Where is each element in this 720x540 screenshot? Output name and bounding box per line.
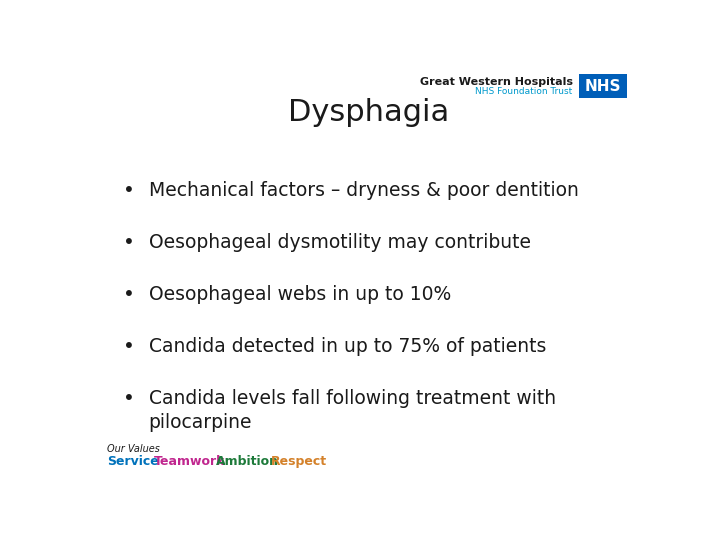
Text: Candida levels fall following treatment with
pilocarpine: Candida levels fall following treatment …	[148, 389, 556, 433]
Text: Oesophageal webs in up to 10%: Oesophageal webs in up to 10%	[148, 285, 451, 304]
Text: Our Values: Our Values	[107, 444, 160, 455]
FancyBboxPatch shape	[580, 74, 627, 98]
Text: Candida detected in up to 75% of patients: Candida detected in up to 75% of patient…	[148, 337, 546, 356]
Text: Oesophageal dysmotility may contribute: Oesophageal dysmotility may contribute	[148, 233, 531, 252]
Text: Mechanical factors – dryness & poor dentition: Mechanical factors – dryness & poor dent…	[148, 181, 578, 200]
Text: •: •	[123, 389, 135, 408]
Text: •: •	[123, 285, 135, 304]
Text: •: •	[123, 181, 135, 200]
Text: Service: Service	[107, 455, 158, 468]
Text: •: •	[123, 337, 135, 356]
Text: NHS: NHS	[585, 78, 621, 93]
Text: Teamwork: Teamwork	[153, 455, 225, 468]
Text: NHS Foundation Trust: NHS Foundation Trust	[475, 87, 572, 96]
Text: Ambition: Ambition	[215, 455, 279, 468]
Text: •: •	[123, 233, 135, 252]
Text: Great Western Hospitals: Great Western Hospitals	[420, 77, 572, 86]
Text: Dysphagia: Dysphagia	[289, 98, 449, 127]
Text: Respect: Respect	[271, 455, 327, 468]
